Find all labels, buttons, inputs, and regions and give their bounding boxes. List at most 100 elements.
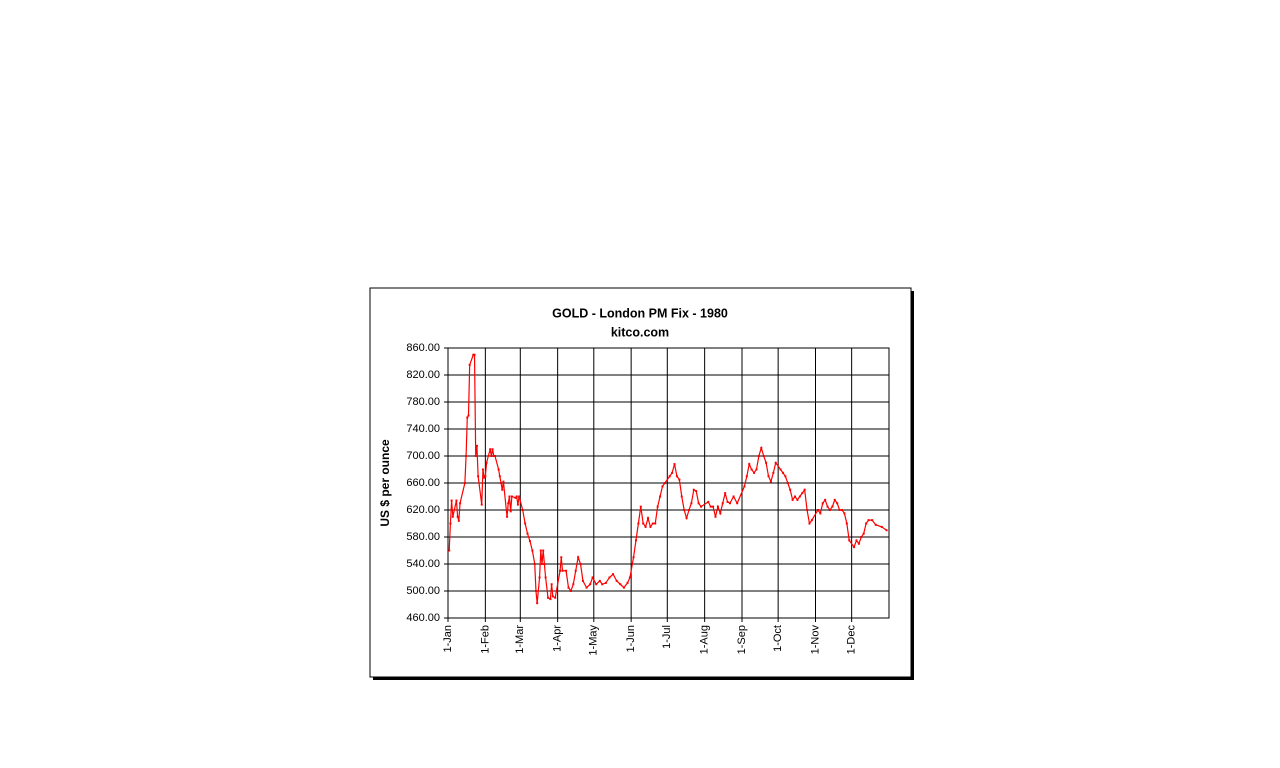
x-tick-label: 1-May: [588, 625, 600, 656]
point: [855, 539, 858, 542]
point: [853, 546, 856, 549]
chart-title: GOLD - London PM Fix - 1980: [552, 306, 728, 320]
point: [544, 576, 547, 579]
x-tick-label: 1-Nov: [809, 625, 821, 655]
point: [848, 539, 851, 542]
point: [531, 549, 534, 552]
point: [796, 498, 799, 501]
point: [651, 522, 654, 525]
x-tick-label: 1-Jun: [625, 625, 637, 653]
point: [721, 502, 724, 505]
point: [628, 576, 631, 579]
point: [743, 485, 746, 488]
point: [468, 363, 471, 366]
point: [880, 525, 883, 528]
point: [826, 505, 829, 508]
point: [485, 461, 488, 464]
point: [514, 496, 517, 499]
point: [801, 492, 804, 495]
point: [712, 505, 715, 508]
point: [591, 576, 594, 579]
point: [865, 522, 868, 525]
point: [663, 482, 666, 484]
point: [534, 590, 537, 592]
point: [642, 522, 645, 525]
point: [466, 416, 469, 419]
y-tick-label: 860.00: [406, 342, 440, 354]
point: [828, 509, 831, 511]
point: [821, 502, 824, 505]
point: [692, 488, 695, 491]
point: [567, 586, 570, 589]
point: [819, 512, 822, 515]
point: [465, 455, 468, 457]
point: [524, 522, 527, 525]
point: [449, 522, 452, 525]
point: [490, 455, 493, 457]
point: [762, 455, 765, 457]
point: [639, 505, 642, 508]
y-tick-label: 820.00: [406, 369, 440, 381]
point: [874, 523, 877, 526]
point: [745, 475, 748, 478]
point: [574, 569, 577, 572]
x-tick-label: 1-Apr: [552, 625, 564, 652]
point: [760, 446, 763, 449]
point: [579, 563, 582, 565]
y-tick-label: 500.00: [406, 585, 440, 597]
x-tick-label: 1-Jan: [442, 625, 454, 653]
point: [502, 480, 505, 483]
y-axis-label: US $ per ounce: [378, 439, 392, 527]
point: [518, 495, 521, 498]
point: [589, 583, 592, 586]
point: [757, 455, 760, 457]
point: [885, 529, 888, 532]
point: [572, 583, 575, 586]
point: [547, 596, 550, 599]
point: [675, 475, 678, 478]
x-tick-label: 1-Oct: [772, 625, 784, 652]
point: [561, 569, 564, 572]
point: [659, 495, 662, 498]
point: [551, 595, 554, 598]
point: [533, 563, 536, 565]
point: [843, 512, 846, 515]
x-tick-label: 1-Mar: [514, 625, 526, 654]
point: [509, 510, 512, 513]
y-tick-label: 700.00: [406, 450, 440, 462]
point: [860, 536, 863, 538]
point: [581, 579, 584, 582]
point: [769, 480, 772, 483]
point: [690, 502, 693, 505]
point: [475, 444, 478, 447]
point: [543, 563, 546, 565]
point: [540, 563, 543, 565]
point: [808, 522, 811, 525]
point: [680, 495, 683, 498]
point: [634, 539, 637, 542]
point: [767, 475, 770, 478]
point: [612, 573, 615, 576]
point: [542, 549, 545, 552]
point: [492, 455, 495, 457]
point: [550, 583, 553, 586]
point: [786, 482, 789, 484]
y-tick-label: 660.00: [406, 477, 440, 489]
y-tick-label: 740.00: [406, 423, 440, 435]
point: [824, 498, 827, 501]
point: [673, 463, 676, 466]
point: [601, 583, 604, 586]
point: [687, 509, 690, 511]
point: [736, 502, 739, 505]
point: [709, 505, 712, 508]
point: [569, 590, 572, 592]
point: [506, 515, 509, 518]
point: [791, 498, 794, 501]
point: [654, 522, 657, 525]
point: [604, 581, 607, 584]
point: [456, 515, 459, 518]
point: [451, 515, 454, 518]
point: [484, 475, 487, 478]
point: [845, 522, 848, 525]
